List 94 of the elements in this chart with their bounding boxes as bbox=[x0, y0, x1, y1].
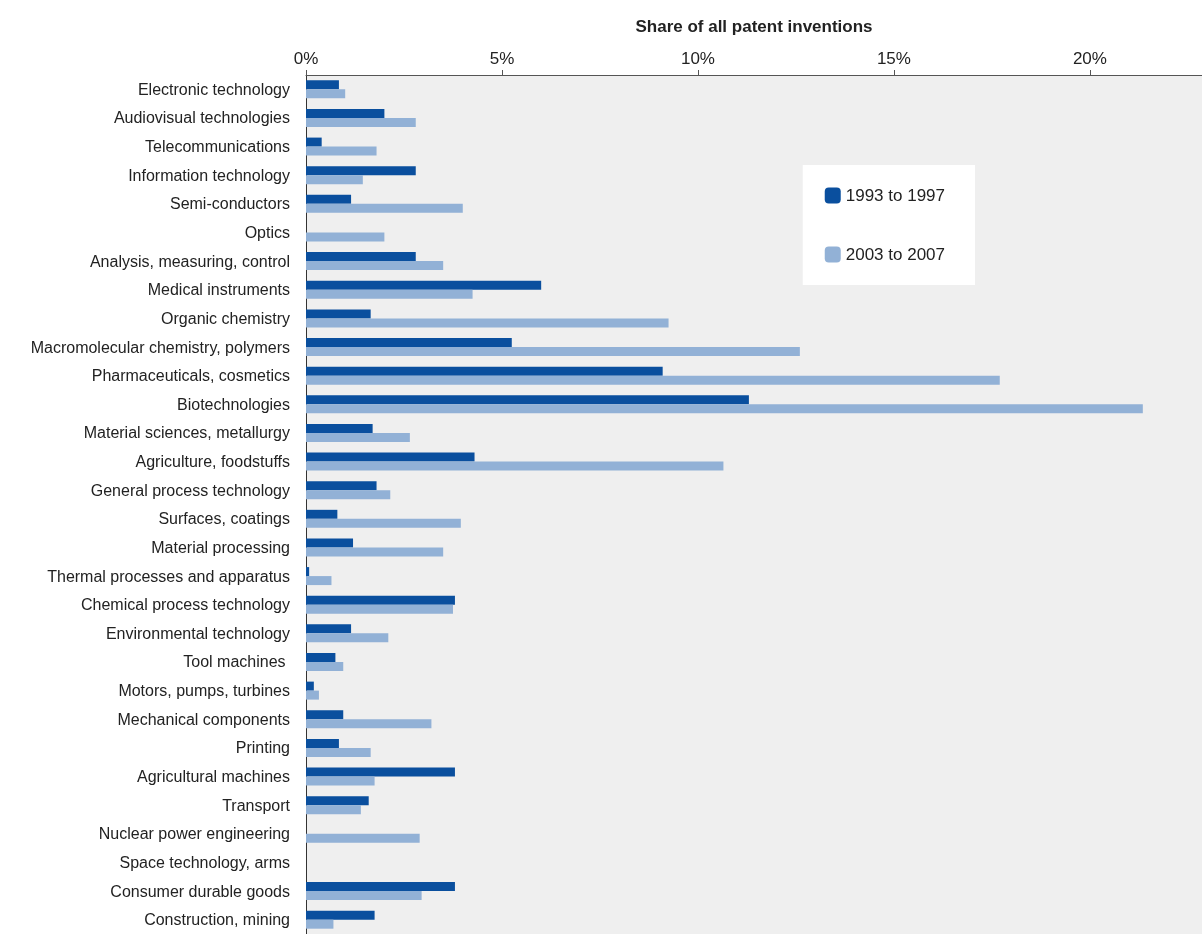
y-tick-label: Printing bbox=[235, 739, 290, 757]
bar bbox=[306, 776, 375, 786]
bar bbox=[306, 261, 444, 271]
y-tick-label: Information technology bbox=[128, 166, 290, 184]
bar bbox=[306, 117, 416, 127]
bar bbox=[306, 375, 1000, 385]
bar bbox=[306, 80, 339, 90]
x-tick-label: 20% bbox=[1072, 49, 1107, 68]
bar bbox=[306, 767, 455, 777]
bar bbox=[306, 891, 422, 901]
bar bbox=[306, 338, 512, 348]
bar bbox=[306, 280, 542, 290]
bar bbox=[306, 432, 410, 442]
y-tick-label: Audiovisual technologies bbox=[113, 109, 290, 127]
legend-label: 2003 to 2007 bbox=[845, 245, 945, 264]
y-tick-label: Construction, mining bbox=[144, 911, 290, 929]
bar bbox=[306, 518, 461, 528]
bar bbox=[306, 738, 339, 748]
y-tick-label: Analysis, measuring, control bbox=[89, 252, 290, 270]
y-tick-label: Chemical process technology bbox=[81, 596, 290, 614]
y-tick-label: Pharmaceuticals, cosmetics bbox=[91, 367, 290, 385]
bar bbox=[306, 137, 322, 147]
bar bbox=[306, 309, 371, 319]
bar bbox=[306, 175, 363, 185]
bar bbox=[306, 604, 453, 614]
bar bbox=[306, 252, 416, 262]
y-tick-label: Motors, pumps, turbines bbox=[118, 682, 290, 700]
y-tick-label: Optics bbox=[244, 223, 290, 241]
bar bbox=[306, 108, 385, 118]
y-tick-label: Semi-conductors bbox=[169, 195, 290, 213]
bar bbox=[306, 232, 385, 242]
x-axis-title: Share of all patent inventions bbox=[635, 17, 873, 36]
bar bbox=[306, 652, 336, 662]
bar bbox=[306, 719, 432, 729]
y-tick-label: Consumer durable goods bbox=[110, 882, 290, 900]
bar bbox=[306, 490, 391, 500]
bar bbox=[306, 423, 373, 433]
y-tick-label: Agriculture, foodstuffs bbox=[135, 453, 290, 471]
bar bbox=[306, 509, 338, 519]
bar bbox=[306, 690, 319, 700]
x-tick-label: 10% bbox=[680, 49, 715, 68]
y-tick-label: Electronic technology bbox=[137, 80, 290, 98]
y-tick-label: Tool machines bbox=[183, 653, 290, 671]
bar bbox=[306, 805, 361, 815]
bar bbox=[306, 624, 352, 634]
bar bbox=[306, 366, 663, 376]
y-tick-label: Telecommunications bbox=[145, 138, 290, 156]
y-tick-label: Organic chemistry bbox=[161, 309, 290, 327]
y-tick-label: Transport bbox=[222, 796, 291, 814]
y-tick-label: Nuclear power engineering bbox=[98, 825, 290, 843]
y-tick-label: Environmental technology bbox=[105, 624, 290, 642]
y-tick-label: Medical instruments bbox=[147, 281, 290, 299]
y-tick-label: Mechanical components bbox=[117, 710, 290, 728]
y-tick-label: Agricultural machines bbox=[137, 768, 290, 786]
bar bbox=[306, 547, 444, 557]
bar bbox=[306, 833, 420, 843]
bar bbox=[306, 318, 669, 328]
bar bbox=[306, 681, 314, 691]
bar bbox=[306, 452, 475, 462]
bar bbox=[306, 203, 463, 213]
y-tick-label: Surfaces, coatings bbox=[158, 510, 290, 528]
bar bbox=[306, 747, 371, 757]
bar bbox=[306, 710, 344, 720]
y-tick-label: Biotechnologies bbox=[177, 395, 290, 413]
x-tick-label: 5% bbox=[489, 49, 515, 68]
bar bbox=[306, 404, 1143, 414]
y-tick-label: Material processing bbox=[151, 538, 290, 556]
bar bbox=[306, 538, 354, 548]
bar bbox=[306, 481, 377, 491]
bar bbox=[306, 595, 455, 605]
bar bbox=[306, 166, 416, 176]
bar bbox=[306, 395, 749, 405]
x-tick-label: 0% bbox=[293, 49, 319, 68]
bar bbox=[306, 796, 369, 806]
y-tick-label: Macromolecular chemistry, polymers bbox=[30, 338, 290, 356]
legend-label: 1993 to 1997 bbox=[845, 186, 945, 205]
y-tick-label: General process technology bbox=[90, 481, 290, 499]
y-tick-label: Space technology, arms bbox=[119, 853, 290, 871]
bar bbox=[306, 461, 724, 471]
bar bbox=[306, 633, 389, 643]
bar bbox=[306, 919, 334, 929]
bar bbox=[306, 910, 375, 920]
y-tick-label: Thermal processes and apparatus bbox=[47, 567, 290, 585]
bar bbox=[306, 882, 455, 892]
y-tick-label: Material sciences, metallurgy bbox=[83, 424, 290, 442]
bar bbox=[306, 89, 346, 99]
bar bbox=[306, 194, 352, 204]
bar bbox=[306, 146, 377, 156]
bar bbox=[306, 289, 473, 299]
x-tick-label: 15% bbox=[876, 49, 911, 68]
bar bbox=[306, 576, 332, 586]
bar bbox=[306, 347, 800, 357]
bar bbox=[306, 567, 310, 577]
bar bbox=[306, 661, 344, 671]
